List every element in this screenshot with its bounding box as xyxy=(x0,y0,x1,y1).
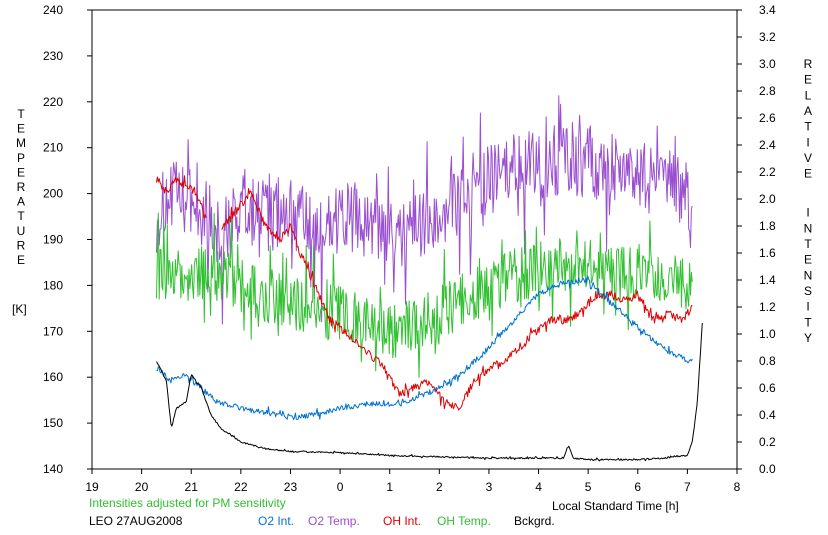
x-axis: 19 20 21 22 23 0 1 2 3 4 5 6 7 8 xyxy=(85,469,741,494)
axis-label-letter: R xyxy=(804,57,813,71)
x-tick-label: 2 xyxy=(436,480,443,494)
legend-entry: OH Int. xyxy=(383,514,422,528)
y-right-tick-label: 2.0 xyxy=(759,192,776,206)
axis-label-letter: T xyxy=(804,237,812,251)
axis-label-letter: T xyxy=(804,120,812,134)
station-label: LEO 27AUG2008 xyxy=(89,514,183,528)
axis-label-letter: R xyxy=(17,238,26,252)
y-right-tick-label: 0.0 xyxy=(759,462,776,476)
x-tick-label: 0 xyxy=(337,480,344,494)
y-right-tick-label: 0.2 xyxy=(759,435,776,449)
axis-label-letter: N xyxy=(804,268,813,282)
y-left-tick-label: 170 xyxy=(43,324,63,338)
series-layer xyxy=(156,95,703,462)
axis-label-letter: V xyxy=(804,151,812,165)
axis-label-letter: I xyxy=(806,300,809,314)
series-line-oh-temp xyxy=(156,212,693,378)
y-left-tick-label: 210 xyxy=(43,141,63,155)
axis-label-letter: Y xyxy=(804,331,812,345)
y-right-tick-label: 0.4 xyxy=(759,408,776,422)
sensitivity-note: Intensities adjusted for PM sensitivity xyxy=(89,496,286,510)
x-tick-label: 5 xyxy=(585,480,592,494)
y-left-tick-label: 190 xyxy=(43,233,63,247)
axis-label-letter: T xyxy=(804,315,812,329)
axis-label-letter: E xyxy=(17,165,25,179)
y-left-tick-label: 140 xyxy=(43,462,63,476)
axis-label-letter: T xyxy=(17,209,25,223)
y-left-tick-label: 240 xyxy=(43,3,63,17)
series-line-oh-int xyxy=(156,175,693,411)
y-axis-right: 0.0 0.2 0.4 0.6 0.8 1.0 1.2 1.4 1.6 1.8 2.0 2.2 2.4 2… xyxy=(737,3,776,476)
y-right-tick-label: 3.0 xyxy=(759,57,776,71)
y-right-tick-label: 2.4 xyxy=(759,138,776,152)
y-left-tick-label: 160 xyxy=(43,370,63,384)
axis-label-letter: N xyxy=(804,221,813,235)
y-right-tick-label: 1.8 xyxy=(759,219,776,233)
x-tick-label: 8 xyxy=(734,480,741,494)
y-axis-left: 140 150 160 170 180 190 200 210 220 230 240 xyxy=(43,3,92,476)
axis-label-letter: E xyxy=(804,253,812,267)
x-tick-label: 22 xyxy=(234,480,248,494)
x-tick-label: 3 xyxy=(486,480,493,494)
x-tick-label: 6 xyxy=(634,480,641,494)
x-axis-label: Local Standard Time [h] xyxy=(552,499,679,513)
series-line-o2-int xyxy=(156,275,693,421)
y-left-tick-label: 180 xyxy=(43,278,63,292)
y-left-tick-label: 220 xyxy=(43,95,63,109)
axis-label-letter: S xyxy=(804,284,812,298)
y-right-tick-label: 1.2 xyxy=(759,300,776,314)
x-tick-label: 7 xyxy=(684,480,691,494)
legend-entry: O2 Temp. xyxy=(308,514,360,528)
legend-entry: Bckgrd. xyxy=(514,514,555,528)
series-line-bckgrd xyxy=(156,322,703,462)
axis-label-letter: T xyxy=(17,107,25,121)
y-right-tick-label: 3.4 xyxy=(759,3,776,17)
y-left-tick-label: 230 xyxy=(43,49,63,63)
y-left-tick-label: 200 xyxy=(43,187,63,201)
y-left-tick-label: 150 xyxy=(43,416,63,430)
y-right-tick-label: 0.8 xyxy=(759,354,776,368)
series-line-o2-temp xyxy=(156,95,693,325)
y-right-tick-label: 1.4 xyxy=(759,273,776,287)
axis-label-letter: I xyxy=(806,206,809,220)
x-tick-label: 21 xyxy=(185,480,199,494)
x-tick-label: 20 xyxy=(135,480,149,494)
y-right-tick-label: 2.8 xyxy=(759,84,776,98)
x-tick-label: 4 xyxy=(535,480,542,494)
legend-entry: OH Temp. xyxy=(437,514,491,528)
axis-label-letter: A xyxy=(804,104,812,118)
axis-label-letter: E xyxy=(804,73,812,87)
axis-label-letter: A xyxy=(17,195,25,209)
y-right-tick-label: 1.6 xyxy=(759,246,776,260)
axis-label-letter: M xyxy=(16,136,26,150)
x-tick-label: 23 xyxy=(284,480,298,494)
axis-label-letter: I xyxy=(806,135,809,149)
y-right-tick-label: 0.6 xyxy=(759,381,776,395)
axis-label-letter: P xyxy=(17,151,25,165)
axis-label-letter: R xyxy=(17,180,26,194)
legend-entry: O2 Int. xyxy=(258,514,295,528)
y-right-tick-label: 3.2 xyxy=(759,30,776,44)
axis-label-letter: E xyxy=(17,253,25,267)
x-tick-label: 1 xyxy=(386,480,393,494)
y-axis-left-unit: [K] xyxy=(12,302,27,316)
x-tick-label: 19 xyxy=(85,480,99,494)
axis-label-letter: U xyxy=(17,224,26,238)
axis-label-letter: L xyxy=(805,88,812,102)
axis-label-letter: E xyxy=(17,122,25,136)
axis-label-letter: E xyxy=(804,167,812,181)
y-right-tick-label: 2.6 xyxy=(759,111,776,125)
y-right-tick-label: 2.2 xyxy=(759,165,776,179)
y-right-tick-label: 1.0 xyxy=(759,327,776,341)
